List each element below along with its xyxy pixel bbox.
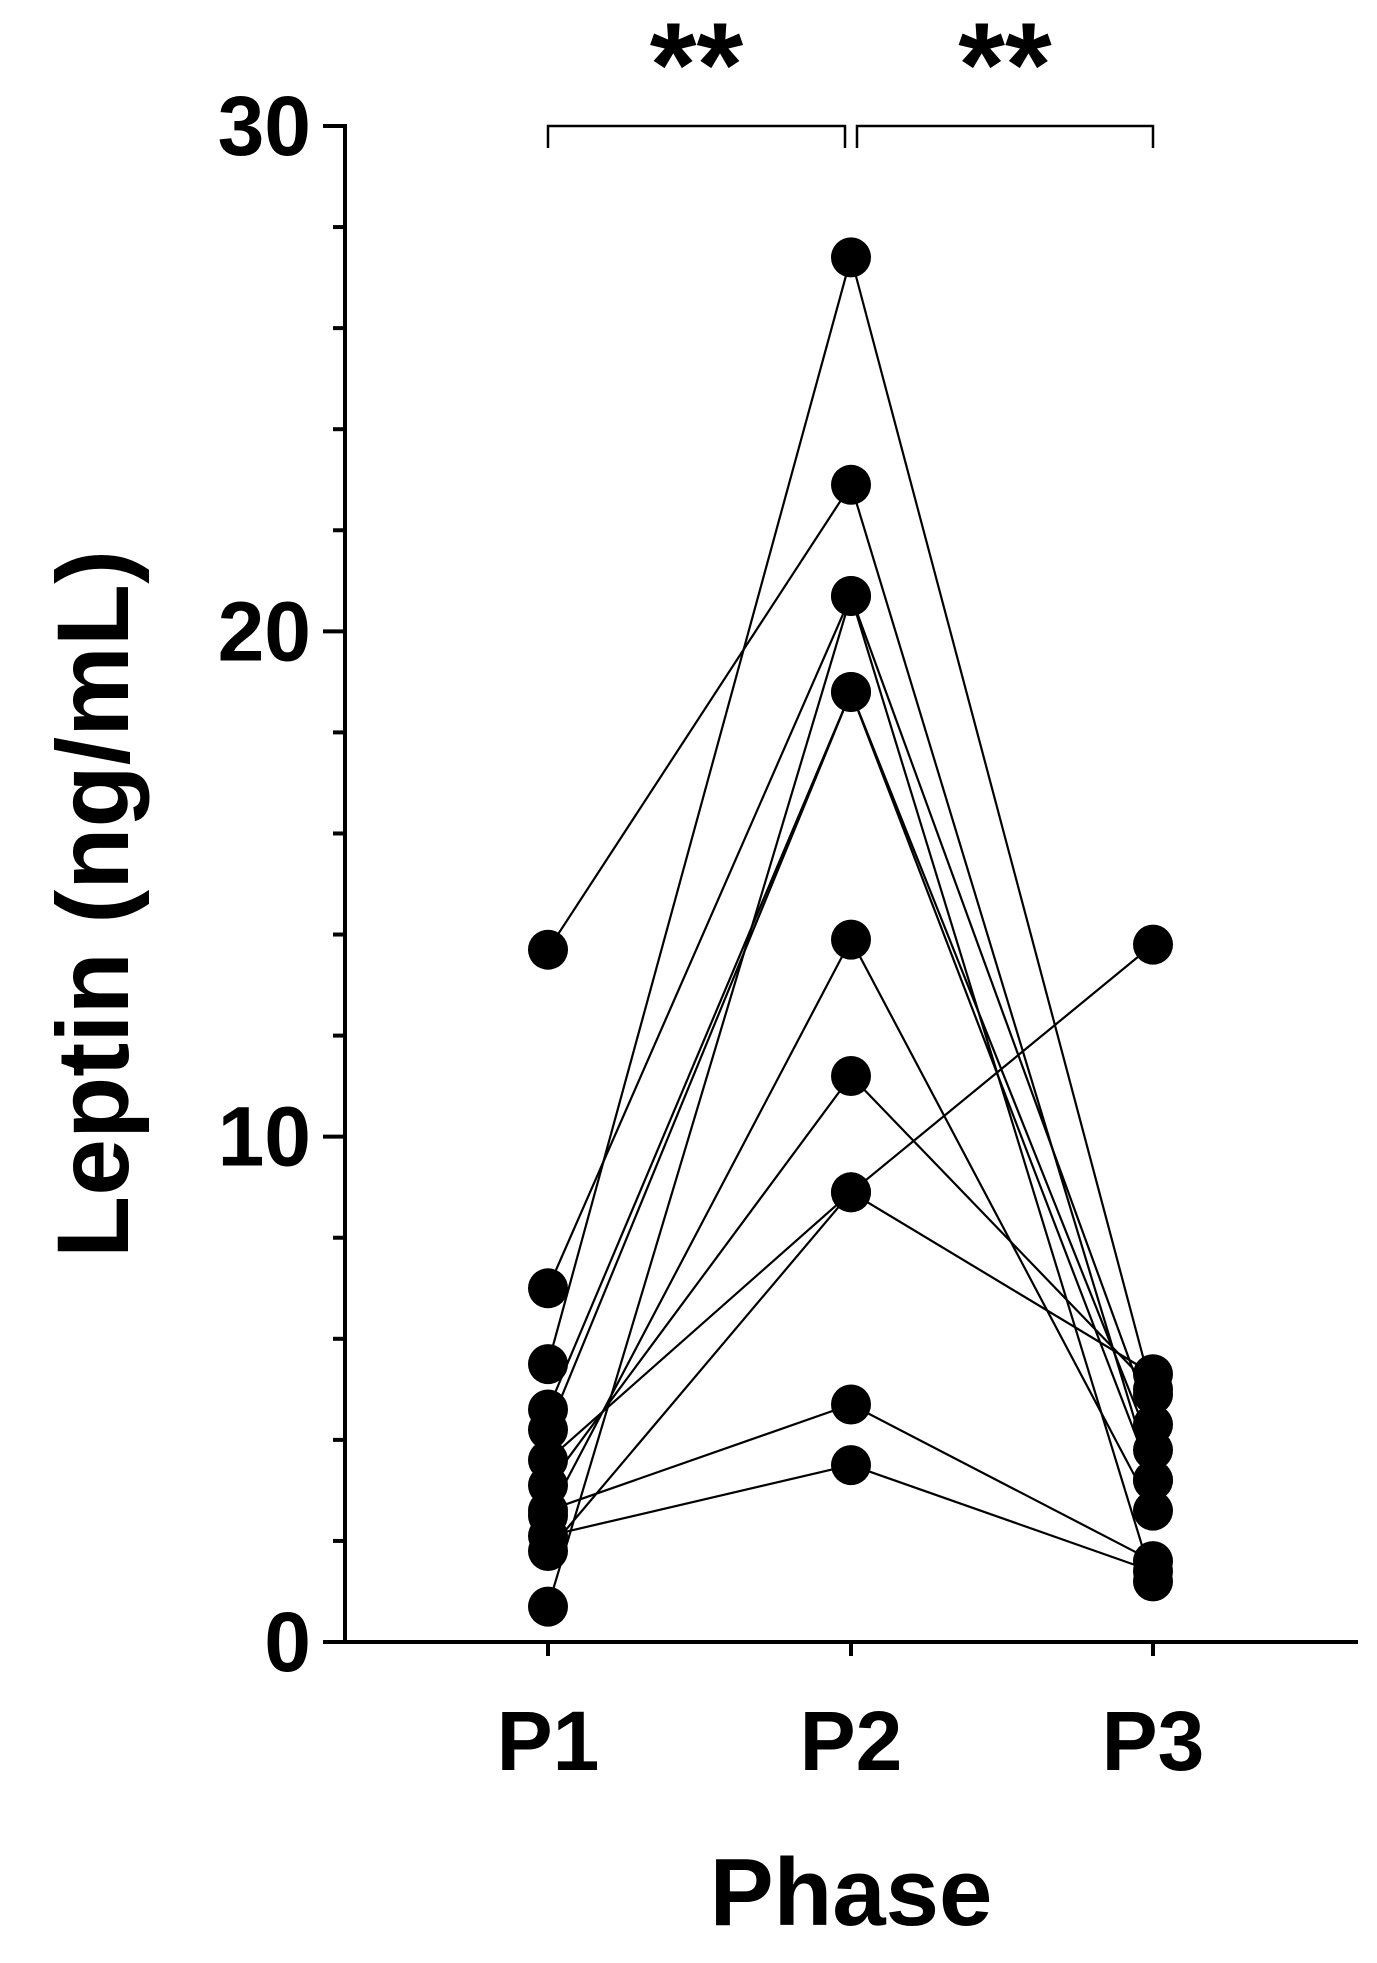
y-axis-title: Leptin (ng/mL) [36, 550, 150, 1258]
y-tick-label: 30 [218, 79, 311, 173]
data-point-s11-p1 [528, 1490, 568, 1531]
x-tick-label-p2: P2 [800, 1694, 903, 1788]
x-tick-label-p1: P1 [497, 1694, 600, 1788]
data-point-s6-p2 [831, 1056, 871, 1096]
data-point-s10-p2 [831, 1445, 871, 1486]
series-line-5 [547, 938, 1154, 1517]
data-point-s12-p2 [831, 1172, 871, 1213]
data-point-s4-p3 [1133, 1460, 1173, 1501]
data-point-s8-p3 [1133, 1374, 1173, 1415]
data-point-s3-p3 [1133, 1430, 1173, 1470]
significance-bracket-1 [546, 124, 847, 148]
data-point-s9-p1 [528, 1268, 568, 1309]
significance-bracket-2 [855, 124, 1155, 148]
data-point-s1-p1 [528, 929, 568, 970]
y-tick-label: 10 [218, 1090, 311, 1184]
data-point-s5-p2 [831, 919, 871, 960]
data-points [528, 237, 1173, 1627]
data-point-s11-p3 [1133, 1541, 1173, 1582]
x-axis-title: Phase [710, 1839, 993, 1946]
x-ticks: P1 P2 P3 [497, 1642, 1205, 1788]
data-point-s5-p3 [1133, 1490, 1173, 1531]
significance-label-2: ** [958, 0, 1052, 132]
y-tick-label: 0 [264, 1595, 311, 1689]
data-point-s8-p2 [831, 237, 871, 278]
data-point-s12-p1 [528, 1440, 568, 1481]
data-point-s8-p1 [528, 1344, 568, 1385]
data-point-s9-p2 [831, 576, 871, 616]
data-point-s12-p3 [1133, 924, 1173, 965]
data-point-s4-p2 [831, 672, 871, 712]
y-tick-label: 20 [218, 584, 311, 678]
series-line-1 [547, 483, 1155, 1481]
significance-label-1: ** [650, 0, 744, 132]
data-point-s2-p1 [528, 1586, 568, 1627]
y-ticks: 0 10 20 30 [218, 79, 345, 1689]
x-tick-label-p3: P3 [1102, 1694, 1205, 1788]
data-point-s1-p2 [831, 464, 871, 505]
data-point-s11-p2 [831, 1384, 871, 1425]
significance-brackets: ** ** [546, 0, 1155, 148]
data-point-s4-p1 [528, 1409, 568, 1450]
